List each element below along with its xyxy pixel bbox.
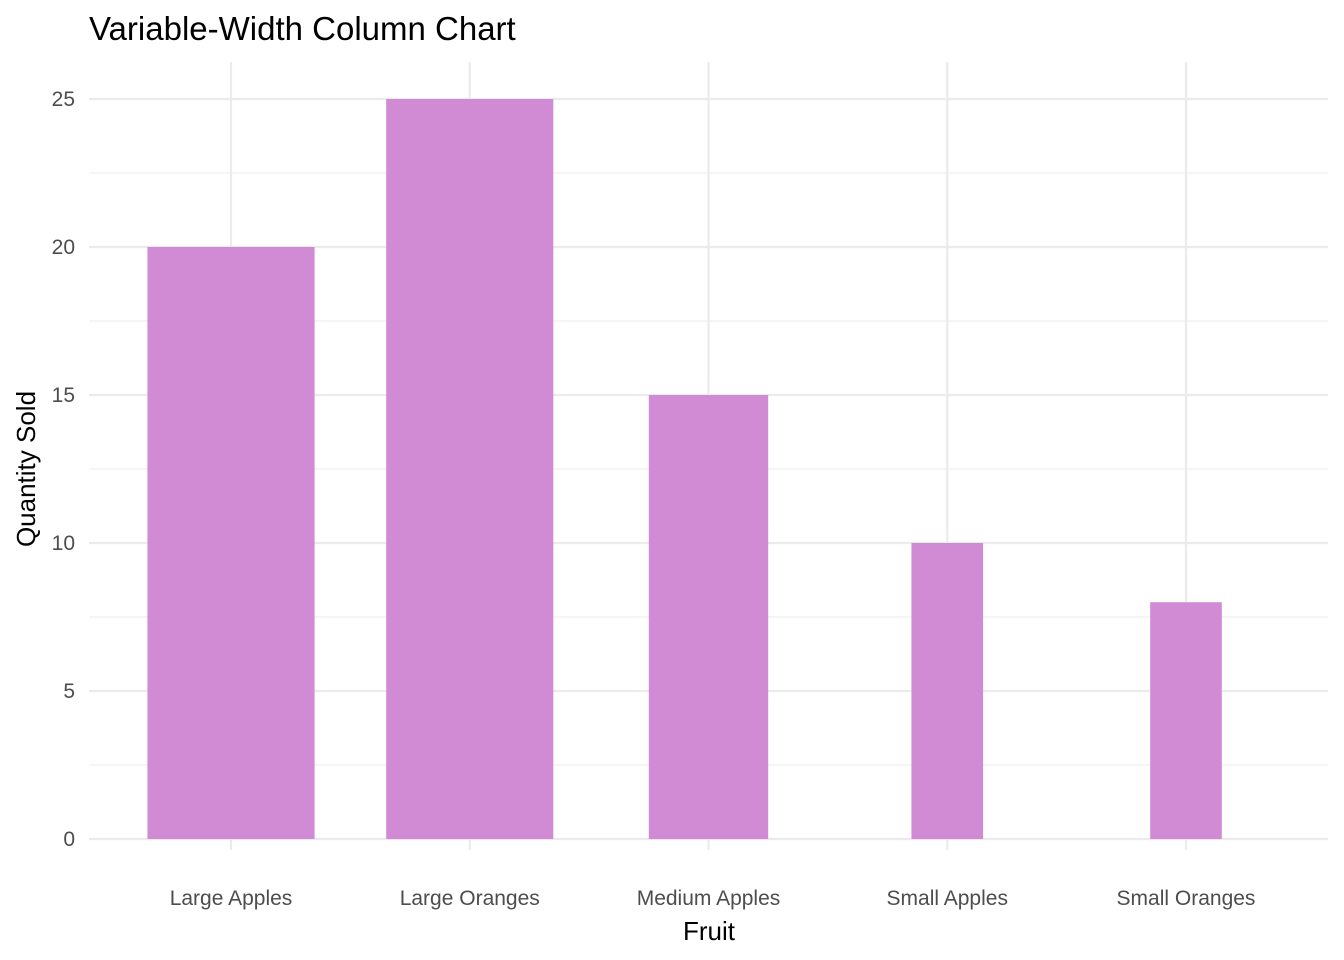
y-axis-ticks: 0 5 10 15 20 25 xyxy=(52,88,75,851)
bar xyxy=(911,543,984,839)
y-tick-label: 10 xyxy=(52,532,75,555)
bar xyxy=(648,395,769,839)
y-axis-title: Quantity Sold xyxy=(11,391,41,547)
y-tick-label: 5 xyxy=(63,680,75,703)
chart-title: Variable-Width Column Chart xyxy=(89,10,516,47)
y-tick-label: 20 xyxy=(52,236,75,259)
x-axis-ticks: Large Apples Large Oranges Medium Apples Sm… xyxy=(170,887,1256,910)
x-axis-title: Fruit xyxy=(683,916,736,946)
x-tick-label: Large Apples xyxy=(170,887,293,910)
x-tick-label: Medium Apples xyxy=(637,887,781,910)
bar xyxy=(1150,602,1222,839)
x-tick-label: Large Oranges xyxy=(400,887,540,910)
y-tick-label: 25 xyxy=(52,88,75,111)
bars xyxy=(147,99,1222,839)
y-tick-label: 0 xyxy=(63,828,75,851)
y-tick-label: 15 xyxy=(52,384,75,407)
x-tick-label: Small Oranges xyxy=(1117,887,1256,910)
bar xyxy=(386,99,554,839)
bar xyxy=(147,247,315,839)
x-tick-label: Small Apples xyxy=(887,887,1008,910)
